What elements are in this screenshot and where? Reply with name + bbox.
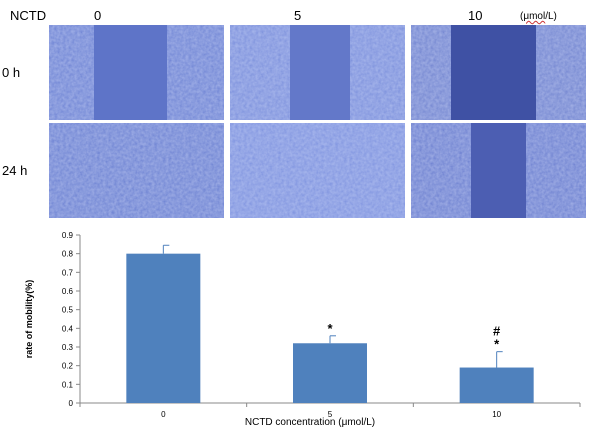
bar [126,253,201,403]
micrograph-10-0h [411,25,586,120]
bar [293,343,367,403]
x-tick-label: 5 [328,410,333,419]
y-tick-label: 0.7 [62,268,74,277]
y-tick-label: 0.5 [62,306,74,315]
column-label-5: 5 [294,8,302,23]
y-tick-label: 0.1 [62,380,74,389]
micrograph-0-24h [49,123,224,218]
unit-label: (μmol/L) [520,11,557,22]
row-label-24h: 24 h [2,163,28,178]
x-tick-label: 10 [492,410,501,419]
y-tick-label: 0.2 [62,362,74,371]
x-tick-label: 0 [161,410,166,419]
micrograph-10-24h [411,123,586,218]
x-axis-title: NCTD concentration (μmol/L) [245,417,375,428]
unit-suffix: /L) [545,11,557,22]
drug-label: NCTD [10,8,47,23]
row-label-0h: 0 h [2,65,21,80]
bar [459,367,534,403]
unit-prefix: ( [520,11,524,22]
y-tick-label: 0.4 [62,324,74,333]
y-axis-title: rate of mobility(%) [24,280,34,359]
unit-word: μmol [523,11,546,22]
y-tick-label: 0 [69,399,74,408]
micrograph-5-24h [230,123,405,218]
mobility-bar-chart: 00.10.20.30.40.50.60.70.80.90 5*10*#NCTD … [24,231,581,428]
significance-star: * [494,337,500,352]
column-label-10: 10 [468,8,483,23]
significance-hash: # [493,324,501,339]
significance-star: * [327,321,333,336]
y-tick-label: 0.8 [62,250,74,259]
y-tick-label: 0.6 [62,287,74,296]
micrograph-0-0h [49,25,224,120]
y-tick-label: 0.3 [62,343,74,352]
micrograph-5-0h [230,25,405,120]
y-tick-label: 0.9 [62,231,74,240]
column-label-0: 0 [94,8,102,23]
